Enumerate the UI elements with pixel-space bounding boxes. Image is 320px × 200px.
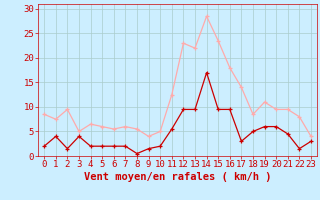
X-axis label: Vent moyen/en rafales ( km/h ): Vent moyen/en rafales ( km/h ) — [84, 172, 271, 182]
